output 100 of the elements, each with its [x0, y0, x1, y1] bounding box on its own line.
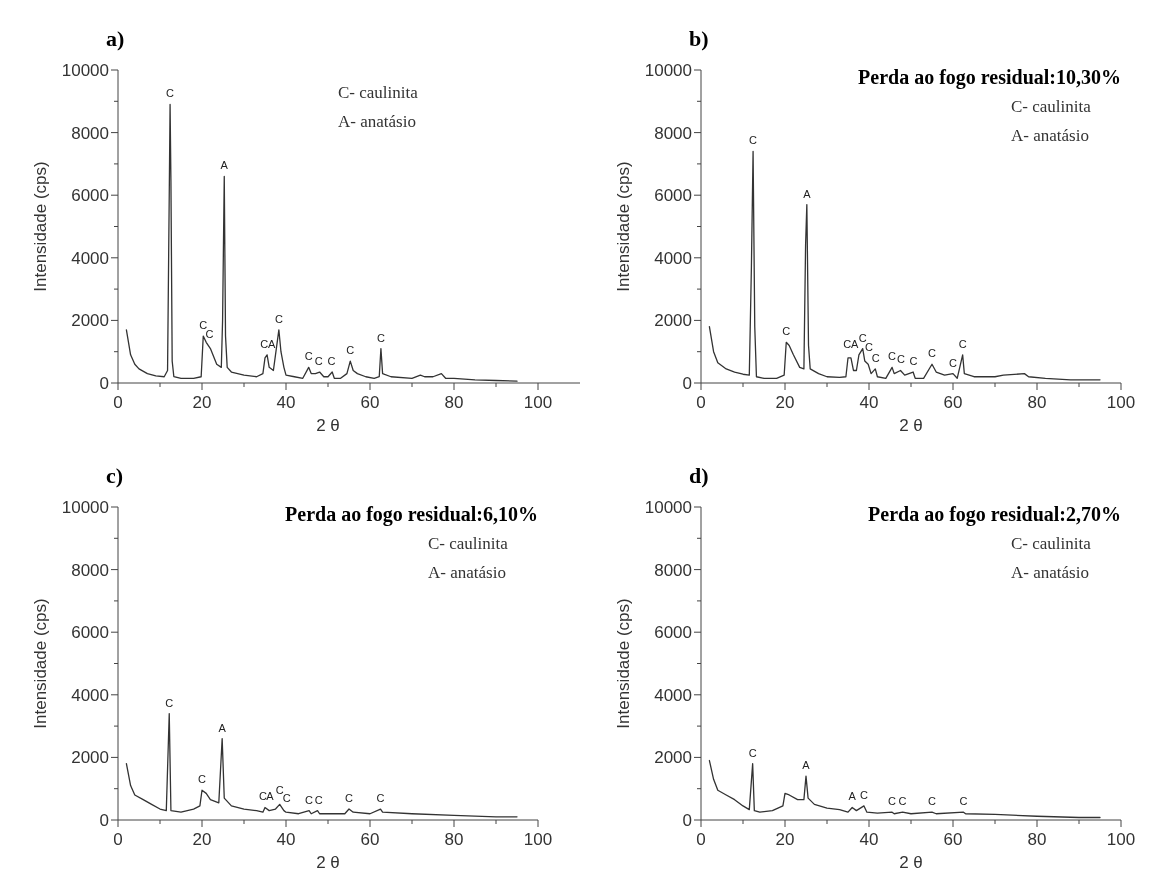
- y-tick-label: 4000: [71, 685, 109, 705]
- annotation: C: [871, 351, 880, 364]
- annotation: C: [959, 795, 968, 808]
- x-tick-label: 20: [192, 830, 212, 849]
- annotation: A: [218, 721, 227, 734]
- x-tick-label: 100: [523, 393, 553, 412]
- y-tick-label: 10000: [61, 498, 109, 517]
- y-tick-label: 10000: [644, 498, 692, 517]
- x-tick-label: 60: [360, 830, 380, 849]
- x-tick-label: 100: [1106, 830, 1136, 849]
- annotation: C: [282, 792, 291, 805]
- annotation: A: [803, 187, 812, 200]
- annotation: C: [304, 350, 313, 363]
- annotation: C: [782, 325, 791, 338]
- x-axis-title: 2 θ: [316, 416, 340, 435]
- y-tick-label: 8000: [654, 560, 692, 580]
- x-axis-title: 2 θ: [899, 416, 923, 435]
- y-tick-label: 8000: [71, 560, 109, 580]
- x-tick-label: 40: [276, 393, 296, 412]
- y-tick-label: 10000: [61, 61, 109, 80]
- x-tick-label: 80: [444, 393, 464, 412]
- chart-title: a): [106, 26, 125, 51]
- y-tick-label: 4000: [654, 248, 692, 268]
- x-tick-label: 80: [1027, 393, 1047, 412]
- x-tick-label: 80: [1027, 830, 1047, 849]
- annotation: C: [275, 784, 284, 797]
- annotation: C: [258, 790, 267, 803]
- line-series: [708, 759, 1101, 819]
- annotation: C: [327, 355, 336, 368]
- annotation: C: [345, 792, 354, 805]
- annotation: C: [888, 350, 897, 363]
- x-tick-label: 40: [859, 830, 879, 849]
- annotation: C: [199, 319, 208, 332]
- annotation: C: [314, 793, 323, 806]
- annotation: C: [928, 795, 937, 808]
- chart-subtitle: Perda ao fogo residual:2,70%: [868, 503, 1121, 526]
- annotation: A- anatásio: [1011, 563, 1089, 582]
- annotation: C: [896, 353, 905, 366]
- x-tick-label: 60: [360, 393, 380, 412]
- y-axis-title: Intensidade (cps): [614, 598, 633, 729]
- y-tick-label: 6000: [654, 186, 692, 206]
- x-tick-label: 80: [444, 830, 464, 849]
- annotation: C: [166, 87, 175, 100]
- annotation: A- anatásio: [428, 563, 506, 582]
- y-tick-label: 6000: [71, 623, 109, 643]
- annotation: C: [314, 355, 323, 368]
- y-tick-label: 4000: [654, 685, 692, 705]
- y-tick-label: 2000: [654, 311, 692, 331]
- annotation: C- caulinita: [1011, 534, 1092, 553]
- annotation: A: [220, 159, 229, 172]
- annotation: A: [266, 790, 275, 803]
- y-tick-label: 10000: [644, 61, 692, 80]
- annotation: C: [260, 337, 269, 350]
- chart-subtitle: Perda ao fogo residual:10,30%: [858, 66, 1121, 89]
- x-tick-label: 40: [859, 393, 879, 412]
- y-tick-label: 6000: [654, 623, 692, 643]
- x-tick-label: 60: [943, 393, 963, 412]
- annotation: C: [928, 347, 937, 360]
- y-axis-title: Intensidade (cps): [31, 598, 50, 729]
- annotation: A: [848, 790, 857, 803]
- annotation: C: [748, 746, 757, 759]
- line-series: [125, 103, 518, 382]
- y-tick-label: 0: [682, 811, 692, 830]
- annotation: C: [274, 312, 283, 325]
- annotation: A: [851, 337, 860, 350]
- y-tick-label: 0: [99, 811, 109, 830]
- x-tick-label: 0: [696, 393, 706, 412]
- annotation: A: [268, 337, 277, 350]
- y-axis-title: Intensidade (cps): [31, 161, 50, 292]
- x-tick-label: 20: [775, 830, 795, 849]
- annotation: C- caulinita: [428, 534, 509, 553]
- x-tick-label: 0: [696, 830, 706, 849]
- annotation: C- caulinita: [1011, 97, 1092, 116]
- annotation: C: [305, 793, 314, 806]
- y-tick-label: 6000: [71, 186, 109, 206]
- y-tick-label: 2000: [71, 748, 109, 768]
- annotation: C: [346, 344, 355, 357]
- annotation: C: [198, 773, 207, 786]
- line-series: [708, 150, 1101, 381]
- x-axis-title: 2 θ: [316, 853, 340, 872]
- annotation: A: [802, 759, 811, 772]
- annotation: C: [843, 337, 852, 350]
- annotation: C: [858, 331, 867, 344]
- annotation: A- anatásio: [338, 112, 416, 131]
- line-series: [125, 712, 518, 818]
- annotation: C: [165, 696, 174, 709]
- y-axis-title: Intensidade (cps): [614, 161, 633, 292]
- annotation: C: [898, 795, 907, 808]
- x-tick-label: 100: [1106, 393, 1136, 412]
- y-tick-label: 0: [682, 374, 692, 393]
- x-axis-title: 2 θ: [899, 853, 923, 872]
- annotation: C: [865, 340, 874, 353]
- y-tick-label: 8000: [71, 123, 109, 143]
- chart-title: b): [689, 26, 709, 51]
- annotation: C: [376, 331, 385, 344]
- annotation: C: [888, 795, 897, 808]
- x-tick-label: 20: [192, 393, 212, 412]
- y-tick-label: 2000: [71, 311, 109, 331]
- x-tick-label: 60: [943, 830, 963, 849]
- annotation: C: [376, 792, 385, 805]
